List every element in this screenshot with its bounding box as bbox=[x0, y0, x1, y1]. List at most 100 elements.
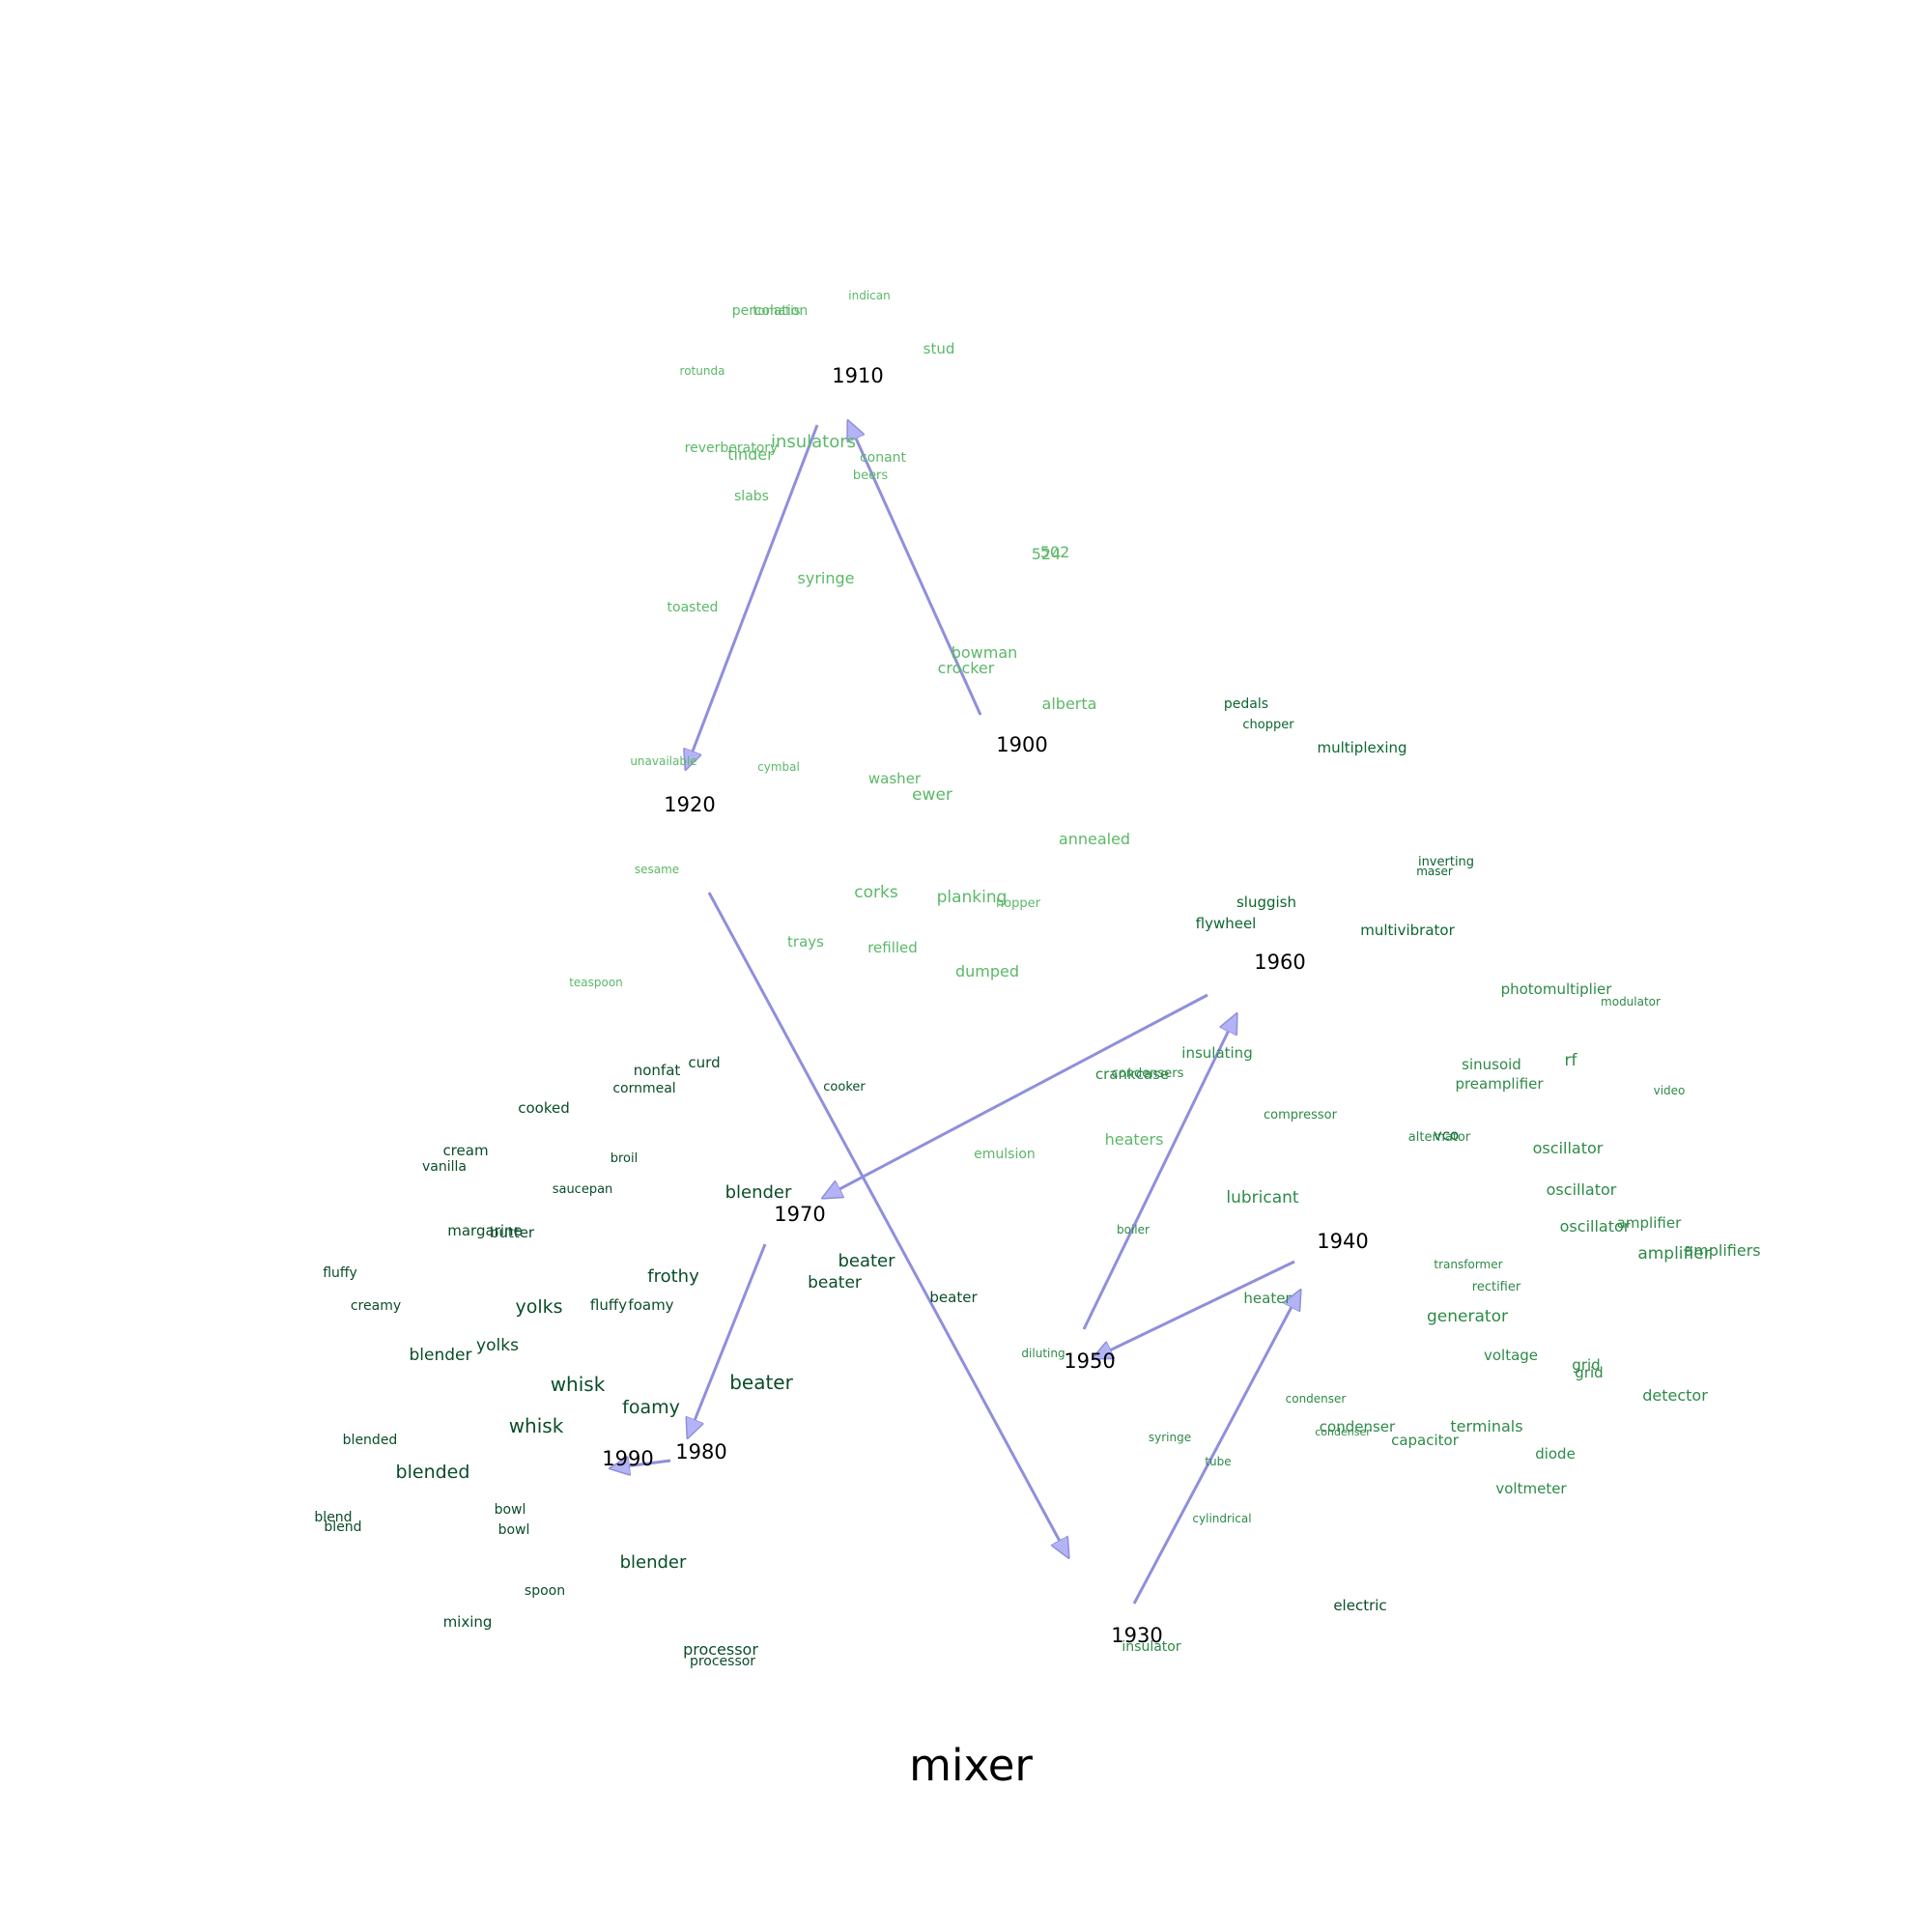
trajectory-arrows bbox=[611, 421, 1300, 1604]
neighbor-word: pedals bbox=[1224, 696, 1268, 712]
neighbor-word: blend bbox=[324, 1520, 361, 1535]
neighbor-word: generator bbox=[1427, 1307, 1508, 1326]
neighbor-word: rotunda bbox=[680, 364, 725, 378]
neighbor-word: insulators bbox=[771, 432, 856, 452]
neighbor-word: capacitor bbox=[1391, 1432, 1460, 1449]
year-label-1920: 1920 bbox=[664, 793, 715, 816]
trajectory-arrow-1920-1930 bbox=[709, 893, 1068, 1557]
neighbor-word: whisk bbox=[551, 1373, 606, 1396]
neighbor-word: teaspoon bbox=[569, 976, 623, 989]
neighbor-word: refilled bbox=[867, 939, 918, 956]
neighbor-word: yolks bbox=[476, 1336, 519, 1355]
neighbor-word: mixing bbox=[443, 1613, 493, 1631]
neighbor-word: oscillator bbox=[1547, 1180, 1617, 1199]
neighbor-word: heater bbox=[1243, 1290, 1292, 1307]
neighbor-word: electric bbox=[1333, 1597, 1386, 1614]
neighbor-word: blender bbox=[410, 1346, 472, 1365]
neighbor-word: modulator bbox=[1601, 995, 1661, 1009]
neighbor-word: beater bbox=[729, 1371, 793, 1394]
neighbor-word: saucepan bbox=[553, 1182, 613, 1197]
neighbor-word: indican bbox=[848, 289, 890, 302]
neighbor-word: fluffy bbox=[323, 1265, 357, 1281]
neighbor-word: 502 bbox=[1040, 543, 1070, 561]
neighbor-word: emulsion bbox=[974, 1147, 1036, 1162]
neighbor-word: amplifiers bbox=[1684, 1241, 1760, 1260]
year-label-1950: 1950 bbox=[1064, 1350, 1115, 1373]
neighbor-word: syringe bbox=[798, 569, 855, 587]
neighbor-word: whisk bbox=[509, 1414, 564, 1437]
neighbor-word: alternator bbox=[1408, 1130, 1471, 1145]
neighbor-word: tomatis bbox=[753, 304, 800, 319]
neighbor-word: condensers bbox=[1112, 1066, 1184, 1081]
neighbor-word: preamplifier bbox=[1455, 1075, 1544, 1093]
neighbor-word: beater bbox=[929, 1289, 978, 1306]
neighbor-word: insulating bbox=[1181, 1044, 1252, 1062]
neighbor-word: blended bbox=[396, 1462, 470, 1483]
neighbor-word: bowl bbox=[498, 1522, 530, 1538]
neighbor-word: creamy bbox=[351, 1298, 401, 1314]
neighbor-word: photomultiplier bbox=[1501, 980, 1613, 998]
neighbor-word: spoon bbox=[525, 1583, 565, 1599]
neighbor-word: blended bbox=[343, 1433, 398, 1448]
neighbor-word: curd bbox=[688, 1054, 720, 1071]
neighbor-word: corks bbox=[854, 883, 898, 902]
neighbor-word: fluffy bbox=[590, 1296, 627, 1314]
year-label-1990: 1990 bbox=[602, 1447, 653, 1470]
year-label-1930: 1930 bbox=[1111, 1624, 1162, 1647]
neighbor-word: trays bbox=[787, 933, 824, 951]
neighbor-word: annealed bbox=[1059, 830, 1130, 848]
trajectory-arrow-1930-1940 bbox=[1134, 1291, 1300, 1604]
neighbor-word: broil bbox=[611, 1151, 639, 1166]
neighbor-word: beater bbox=[808, 1273, 862, 1293]
neighbor-word: butter bbox=[490, 1224, 535, 1241]
neighbor-word: condenser bbox=[1315, 1426, 1371, 1438]
neighbor-word: tinder bbox=[727, 445, 774, 464]
neighbor-word: cylindrical bbox=[1192, 1512, 1251, 1525]
neighbor-word: heaters bbox=[1105, 1130, 1164, 1149]
neighbor-word: diode bbox=[1535, 1445, 1576, 1463]
neighbor-word: beater bbox=[838, 1251, 895, 1271]
neighbor-word: grid bbox=[1575, 1364, 1603, 1381]
neighbor-word: condenser bbox=[1286, 1392, 1347, 1406]
year-label-1900: 1900 bbox=[996, 733, 1047, 756]
neighbor-word: cream bbox=[442, 1142, 488, 1159]
neighbor-word: oscillator bbox=[1533, 1139, 1604, 1157]
neighbor-word: voltage bbox=[1484, 1347, 1538, 1364]
neighbor-word: alberta bbox=[1042, 695, 1097, 713]
year-label-1910: 1910 bbox=[832, 364, 883, 387]
neighbor-word: amplifier bbox=[1617, 1214, 1682, 1232]
year-labels: 1900191019201930194019501960197019801990 bbox=[602, 364, 1368, 1647]
neighbor-word: frothy bbox=[647, 1266, 699, 1287]
neighbor-word: rectifier bbox=[1472, 1280, 1521, 1294]
neighbor-word: multiplexing bbox=[1317, 739, 1406, 756]
year-label-1980: 1980 bbox=[675, 1440, 726, 1463]
neighbor-word: diluting bbox=[1021, 1347, 1065, 1360]
neighbor-word: dumped bbox=[955, 962, 1019, 980]
neighbor-word: processor bbox=[690, 1654, 755, 1669]
neighbor-word: toasted bbox=[668, 600, 719, 615]
neighbor-word: nonfat bbox=[634, 1062, 681, 1079]
neighbor-word: foamy bbox=[622, 1397, 680, 1418]
neighbor-word: compressor bbox=[1264, 1108, 1338, 1122]
neighbor-word: cymbal bbox=[757, 760, 800, 774]
neighbor-word: hopper bbox=[996, 896, 1041, 911]
neighbor-word: chopper bbox=[1242, 718, 1294, 732]
neighbor-word: detector bbox=[1642, 1386, 1708, 1405]
neighbor-word: boiler bbox=[1117, 1223, 1150, 1236]
neighbor-word: stud bbox=[923, 340, 955, 357]
neighbor-word: maser bbox=[1416, 865, 1453, 878]
neighbor-word: cooked bbox=[518, 1099, 570, 1117]
year-label-1960: 1960 bbox=[1254, 951, 1305, 974]
neighbor-word: sesame bbox=[635, 863, 679, 876]
neighbor-word: blender bbox=[725, 1182, 792, 1203]
neighbor-word: conant bbox=[860, 450, 907, 466]
year-label-1940: 1940 bbox=[1317, 1230, 1368, 1253]
neighbor-word: bowl bbox=[495, 1502, 526, 1518]
neighbor-word: yolks bbox=[515, 1296, 562, 1318]
neighbor-word: cornmeal bbox=[612, 1081, 675, 1096]
neighbor-word: flywheel bbox=[1196, 915, 1257, 932]
neighbor-word: ewer bbox=[912, 785, 952, 805]
neighbor-words: percolationtomatisindicanstudrotundareve… bbox=[314, 289, 1760, 1669]
neighbor-word: rf bbox=[1565, 1051, 1578, 1070]
